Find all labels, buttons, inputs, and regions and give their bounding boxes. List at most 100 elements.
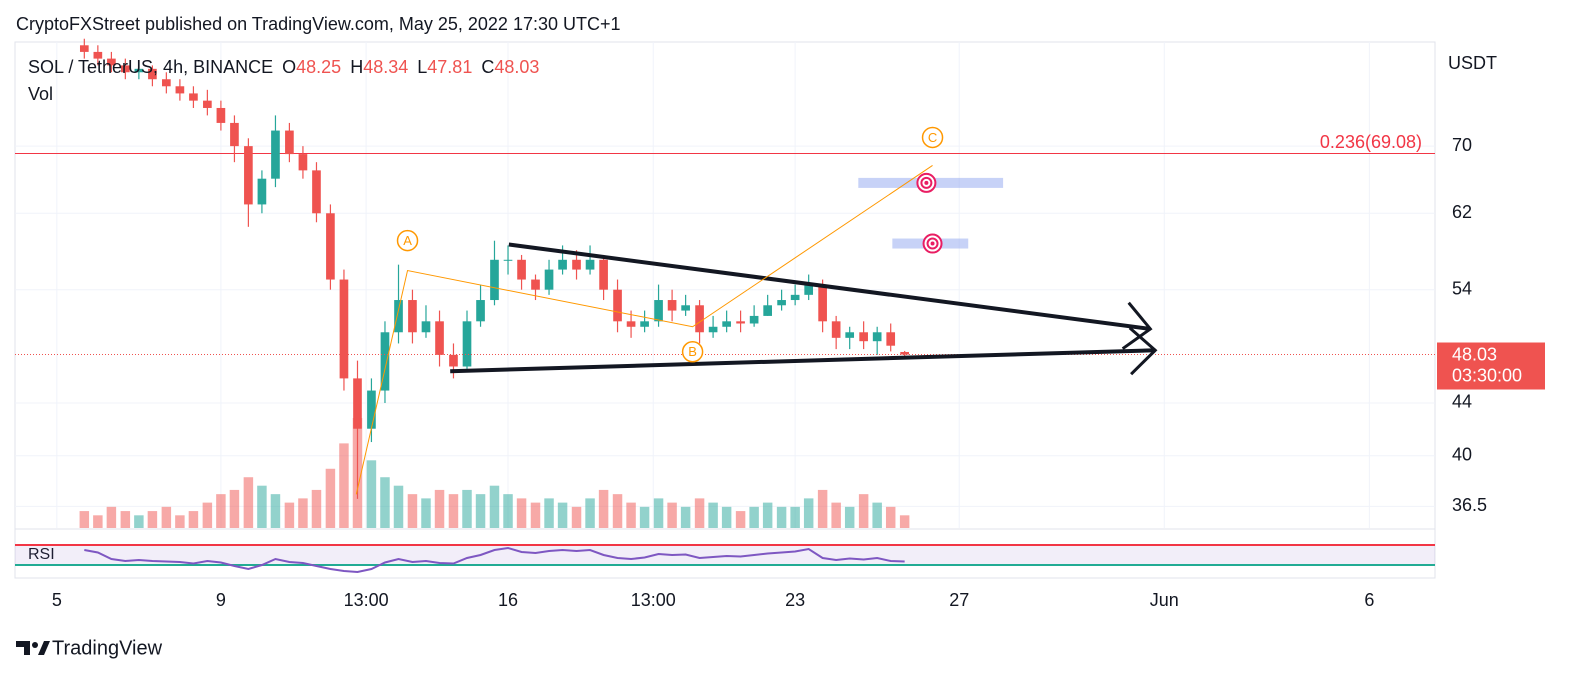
candle-body [654, 300, 663, 322]
candle-body [230, 122, 239, 147]
volume-bar [817, 489, 828, 528]
volume-label: Vol [28, 84, 53, 104]
candle-body [162, 79, 171, 87]
ohlc-label: L [417, 57, 427, 77]
volume-bar [626, 502, 636, 528]
ohlc-label: C [481, 57, 494, 77]
candle-body [790, 294, 800, 301]
volume-bar [694, 498, 705, 528]
wave-label: A [403, 233, 412, 248]
arrow-head [1121, 301, 1153, 350]
volume-bar [612, 494, 623, 528]
volume-bar [503, 494, 513, 528]
candle-body [544, 269, 554, 290]
target-icon-ring [920, 176, 933, 189]
volume-bar [161, 506, 172, 528]
x-tick-label: 9 [216, 590, 226, 610]
candle-body [640, 321, 649, 327]
candle-body [503, 259, 513, 261]
candle-body [380, 332, 390, 391]
target-icon-ring [926, 237, 939, 250]
candle-body [476, 300, 485, 322]
candle-body [462, 321, 472, 367]
candle-body [736, 321, 745, 324]
y-tick-label: 44 [1452, 392, 1472, 412]
volume-bar [721, 506, 732, 528]
volume-bar [516, 498, 527, 528]
y-tick-label: 36.5 [1452, 495, 1487, 515]
volume-bar [298, 498, 308, 528]
candle-body [708, 326, 718, 333]
volume-bar [407, 494, 418, 528]
x-tick-label: 23 [785, 590, 805, 610]
ohlc-value: 48.03 [494, 57, 539, 77]
candle-body [79, 45, 89, 52]
volume-bar [475, 494, 486, 528]
x-tick-label: 13:00 [344, 590, 389, 610]
candle-body [531, 279, 540, 290]
candle-body [517, 259, 526, 280]
price-box [1437, 342, 1545, 390]
price-label: 48.03 [1452, 344, 1497, 364]
candle-body [148, 68, 157, 80]
volume-bar [147, 511, 158, 528]
arrow-head [1128, 326, 1158, 376]
volume-bar [557, 502, 568, 528]
rsi-line [84, 546, 905, 574]
volume-bar [831, 502, 841, 528]
volume-bar [462, 489, 472, 528]
candle-body [189, 93, 198, 101]
candle-body [244, 146, 253, 205]
volume-bar [667, 502, 677, 528]
volume-bar [544, 498, 554, 528]
candle-body [490, 259, 499, 301]
volume-bar [858, 494, 869, 528]
candle-body [585, 259, 595, 270]
volume-bar [202, 502, 213, 528]
candle-body [859, 332, 868, 342]
x-tick-label: Jun [1150, 590, 1179, 610]
candle-body [749, 315, 759, 324]
candle-body [449, 354, 458, 367]
candle-body [613, 289, 622, 322]
volume-bar [93, 515, 103, 528]
candle-body [722, 321, 731, 327]
candle-body [435, 321, 444, 355]
candle-body [572, 259, 581, 270]
volume-bar [120, 511, 131, 528]
volume-bar [899, 515, 910, 528]
countdown: 03:30:00 [1452, 365, 1522, 385]
trendline [508, 242, 1151, 331]
candle-body [831, 321, 841, 338]
volume-bar [571, 506, 582, 528]
volume-bar [872, 502, 882, 528]
ohlc-value: 48.25 [296, 57, 341, 77]
candle-body [845, 332, 855, 338]
candle-body [394, 300, 403, 333]
plot [15, 38, 1435, 528]
x-tick-label: 16 [498, 590, 518, 610]
candle-body [285, 130, 294, 155]
y-tick-label: 40 [1452, 444, 1472, 464]
volume-bar [421, 498, 431, 528]
candle-body [312, 170, 321, 214]
volume-bar [393, 485, 404, 528]
volume-bar [79, 511, 90, 528]
volume-bar [749, 506, 759, 528]
candle-body [900, 351, 909, 355]
volume-bar [776, 506, 787, 528]
rsi-band [15, 545, 1435, 565]
volume-bar [762, 502, 773, 528]
candle-body [681, 305, 690, 311]
volume-bar [639, 506, 650, 528]
volume-bar [311, 489, 322, 528]
candle-body [216, 107, 226, 123]
volume-bar [229, 489, 240, 528]
candle-body [599, 259, 608, 290]
y-tick-label: 70 [1452, 135, 1472, 155]
volume-bar [844, 506, 855, 528]
volume-bar [680, 506, 691, 528]
candle-body [107, 58, 116, 66]
